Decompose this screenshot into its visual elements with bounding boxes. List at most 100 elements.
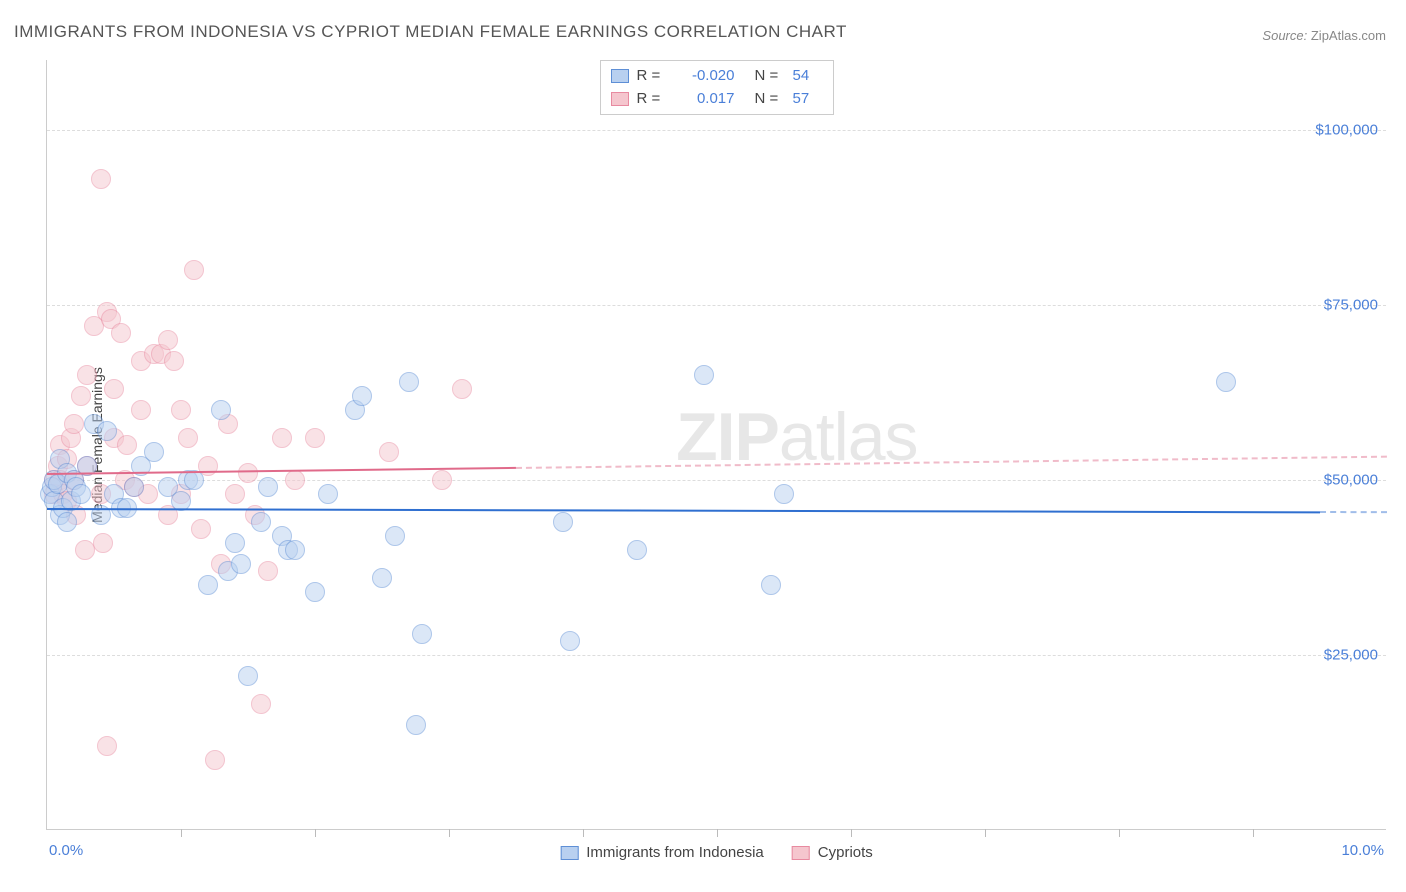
x-axis-max-label: 10.0%	[1341, 842, 1384, 859]
data-point	[124, 477, 144, 497]
data-point	[452, 379, 472, 399]
data-point	[385, 526, 405, 546]
legend-swatch	[611, 69, 629, 83]
gridline	[47, 130, 1386, 131]
data-point	[238, 666, 258, 686]
legend-swatch	[611, 92, 629, 106]
data-point	[372, 568, 392, 588]
data-point	[761, 575, 781, 595]
data-point	[285, 470, 305, 490]
data-point	[238, 463, 258, 483]
stats-row: R = -0.020 N = 54	[611, 65, 823, 88]
data-point	[211, 400, 231, 420]
data-point	[774, 484, 794, 504]
trend-line	[1320, 511, 1387, 513]
y-axis-label: $75,000	[1324, 297, 1378, 314]
data-point	[251, 694, 271, 714]
gridline	[47, 655, 1386, 656]
y-axis-label: $50,000	[1324, 472, 1378, 489]
n-label: N =	[755, 88, 785, 111]
data-point	[305, 582, 325, 602]
n-value: 57	[793, 88, 823, 111]
n-value: 54	[793, 65, 823, 88]
gridline	[47, 305, 1386, 306]
x-tick	[1119, 829, 1120, 837]
data-point	[406, 715, 426, 735]
data-point	[1216, 372, 1236, 392]
source-value: ZipAtlas.com	[1311, 28, 1386, 43]
n-label: N =	[755, 65, 785, 88]
data-point	[553, 512, 573, 532]
r-value: -0.020	[675, 65, 735, 88]
x-tick	[1253, 829, 1254, 837]
data-point	[93, 533, 113, 553]
data-point	[225, 533, 245, 553]
r-label: R =	[637, 65, 667, 88]
data-point	[144, 442, 164, 462]
x-tick	[583, 829, 584, 837]
y-axis-label: $25,000	[1324, 647, 1378, 664]
data-point	[131, 400, 151, 420]
x-tick	[717, 829, 718, 837]
data-point	[399, 372, 419, 392]
data-point	[205, 750, 225, 770]
data-point	[231, 554, 251, 574]
data-point	[71, 386, 91, 406]
data-point	[184, 260, 204, 280]
legend-item: Cypriots	[792, 844, 873, 861]
source-attribution: Source: ZipAtlas.com	[1262, 28, 1386, 43]
x-tick	[985, 829, 986, 837]
x-tick	[851, 829, 852, 837]
data-point	[258, 561, 278, 581]
trend-line	[47, 508, 1320, 513]
data-point	[191, 519, 211, 539]
data-point	[352, 386, 372, 406]
data-point	[694, 365, 714, 385]
legend-swatch	[792, 846, 810, 860]
data-point	[117, 435, 137, 455]
data-point	[225, 484, 245, 504]
data-point	[432, 470, 452, 490]
bottom-legend: Immigrants from Indonesia Cypriots	[560, 844, 873, 861]
data-point	[318, 484, 338, 504]
data-point	[64, 414, 84, 434]
trend-line	[516, 456, 1387, 469]
data-point	[285, 540, 305, 560]
data-point	[71, 484, 91, 504]
data-point	[75, 540, 95, 560]
data-point	[97, 736, 117, 756]
stats-legend-box: R = -0.020 N = 54 R = 0.017 N = 57	[600, 60, 834, 115]
x-tick	[315, 829, 316, 837]
data-point	[272, 428, 292, 448]
r-label: R =	[637, 88, 667, 111]
data-point	[560, 631, 580, 651]
x-axis-min-label: 0.0%	[49, 842, 83, 859]
chart-title: IMMIGRANTS FROM INDONESIA VS CYPRIOT MED…	[14, 22, 847, 42]
r-value: 0.017	[675, 88, 735, 111]
legend-item: Immigrants from Indonesia	[560, 844, 764, 861]
source-label: Source:	[1262, 28, 1307, 43]
data-point	[158, 330, 178, 350]
data-point	[305, 428, 325, 448]
stats-row: R = 0.017 N = 57	[611, 88, 823, 111]
data-point	[91, 169, 111, 189]
plot-area: Median Female Earnings ZIPatlas R =-0.02…	[46, 60, 1386, 830]
data-point	[57, 512, 77, 532]
data-point	[198, 575, 218, 595]
x-tick	[449, 829, 450, 837]
data-point	[171, 400, 191, 420]
legend-label: Cypriots	[818, 844, 873, 861]
x-tick	[181, 829, 182, 837]
data-point	[251, 512, 271, 532]
data-point	[258, 477, 278, 497]
data-point	[77, 365, 97, 385]
y-axis-label: $100,000	[1315, 122, 1378, 139]
data-point	[164, 351, 184, 371]
data-point	[412, 624, 432, 644]
data-point	[178, 428, 198, 448]
data-point	[627, 540, 647, 560]
data-point	[111, 323, 131, 343]
data-point	[97, 421, 117, 441]
legend-swatch	[560, 846, 578, 860]
data-point	[379, 442, 399, 462]
